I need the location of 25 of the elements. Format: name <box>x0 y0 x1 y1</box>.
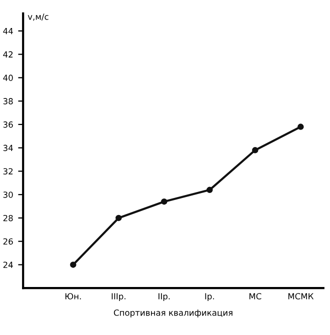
y-tick-label: 28 <box>3 214 13 222</box>
y-tick-label: 26 <box>3 238 13 245</box>
x-axis-title: Спортивная квалификация <box>114 310 232 318</box>
point <box>70 262 76 268</box>
x-tick-label: Iр. <box>205 293 214 302</box>
y-tick-label: 32 <box>3 168 13 174</box>
x-tick-label: IIIр. <box>112 293 126 302</box>
y-tick-label: 36 <box>3 121 13 128</box>
y-tick-label: 40 <box>3 74 13 81</box>
x-tick-label: МСМК <box>288 293 314 300</box>
y-tick-label: 30 <box>3 192 13 198</box>
x-tick-label: Юн. <box>65 293 81 300</box>
point <box>298 124 304 130</box>
x-tick-label: МС <box>249 293 262 300</box>
y-tick-label: 24 <box>3 262 13 268</box>
point <box>206 186 213 194</box>
y-axis-title: v,м/с <box>28 14 48 21</box>
y-tick-label: 44 <box>3 28 13 34</box>
point <box>161 198 168 205</box>
y-tick-label: 38 <box>3 98 13 104</box>
x-tick-label: IIр. <box>158 293 170 302</box>
point <box>252 147 258 154</box>
point <box>116 214 122 222</box>
y-tick-label: 34 <box>3 144 13 152</box>
y-tick-label: 42 <box>3 51 13 58</box>
